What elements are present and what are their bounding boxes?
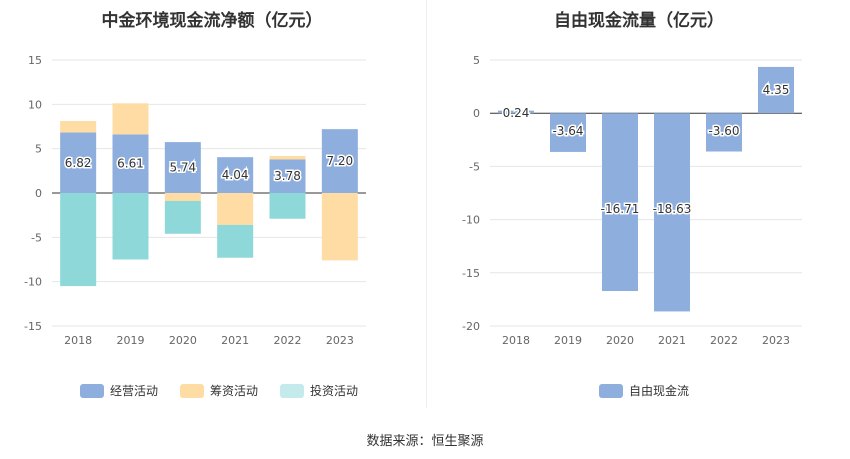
panel-divider [426, 0, 427, 408]
free-cashflow-xtick-label: 2022 [710, 334, 738, 347]
free-cashflow-ytick-label: 0 [473, 107, 480, 120]
cashflow-bar-经营活动-2018 [60, 132, 97, 193]
legend-item-free-cashflow[interactable]: 自由现金流 [599, 382, 689, 399]
cashflow-ytick-label: 10 [28, 98, 42, 111]
cashflow-bar-筹资活动-2018 [60, 121, 97, 133]
cashflow-ytick-label: -15 [24, 320, 42, 333]
cashflow-data-label-2020: 5.74 [169, 161, 196, 175]
free-cashflow-ytick-label: -15 [462, 267, 480, 280]
free-cashflow-xtick-label: 2019 [554, 334, 582, 347]
legend-swatch-financing [180, 383, 205, 398]
free-cashflow-data-label-2018: 0.24 [503, 106, 530, 120]
legend-item-operating[interactable]: 经营活动 [80, 382, 158, 399]
legend-item-financing[interactable]: 筹资活动 [180, 382, 258, 399]
free-cashflow-bar-自由现金流-2020 [602, 113, 638, 291]
chart-title-cashflow: 中金环境现金流净额（亿元） [101, 11, 323, 31]
cashflow-xtick-label: 2018 [64, 334, 92, 347]
legend-item-investing[interactable]: 投资活动 [280, 382, 358, 399]
cashflow-data-label-2018: 6.82 [65, 156, 92, 170]
cashflow-xtick-label: 2023 [326, 334, 354, 347]
legend-label-financing: 筹资活动 [210, 384, 259, 398]
cashflow-ytick-label: 5 [35, 143, 42, 156]
cashflow-ytick-label: 0 [35, 187, 42, 200]
legend-label-free-cashflow: 自由现金流 [629, 384, 690, 398]
cashflow-xtick-label: 2020 [169, 334, 197, 347]
legend-swatch-investing [280, 383, 305, 398]
free-cashflow-ytick-label: -10 [462, 214, 480, 227]
free-cashflow-data-label-2021: -18.63 [653, 202, 692, 216]
cashflow-ytick-label: -5 [31, 231, 42, 244]
cashflow-bar-筹资活动-2019 [112, 103, 149, 135]
cashflow-bar-投资活动-2019 [112, 193, 149, 260]
free-cashflow-bar-自由现金流-2021 [654, 113, 690, 312]
cashflow-chart: 15 10 5 0 -5 -10 -15 2018 6.82 2019 6.61 2020 5.74 20… [24, 54, 366, 347]
cashflow-bar-投资活动-2022 [269, 193, 306, 219]
free-cashflow-bar-自由现金流-2023 [758, 66, 794, 114]
legend-swatch-operating [80, 383, 104, 398]
free-cashflow-bar-自由现金流-2019 [550, 113, 586, 152]
cashflow-bar-经营活动-2020 [164, 142, 201, 193]
cashflow-bar-经营活动-2021 [217, 157, 254, 193]
free-cashflow-ytick-label: -20 [462, 320, 480, 333]
legend-free-cashflow: 自由现金流 [599, 382, 711, 399]
cashflow-data-label-2021: 4.04 [222, 168, 249, 182]
free-cashflow-bar-自由现金流-2018 [498, 110, 534, 114]
free-cashflow-bar-自由现金流-2022 [706, 113, 742, 152]
free-cashflow-xtick-label: 2023 [762, 334, 790, 347]
free-cashflow-ytick-label: 5 [473, 54, 480, 67]
cashflow-bar-经营活动-2022 [269, 159, 306, 193]
cashflow-data-label-2023: 7.20 [326, 154, 353, 168]
free-cashflow-data-label-2020: -16.71 [601, 202, 640, 216]
free-cashflow-data-label-2019: -3.64 [552, 124, 583, 138]
cashflow-bar-经营活动-2019 [112, 134, 149, 193]
cashflow-ytick-label: -10 [24, 276, 42, 289]
legend-label-operating: 经营活动 [110, 384, 159, 398]
cashflow-bar-筹资活动-2023 [321, 193, 358, 261]
free-cashflow-data-label-2023: 4.35 [763, 83, 790, 97]
free-cashflow-xtick-label: 2018 [502, 334, 530, 347]
cashflow-bar-筹资活动-2020 [164, 193, 201, 201]
chart-title-free-cashflow: 自由现金流量（亿元） [554, 11, 724, 31]
free-cashflow-chart: 5 0 -5 -10 -15 -20 2018 0.24 2019 -3.64 2020 -16.71… [462, 54, 802, 347]
free-cashflow-xtick-label: 2020 [606, 334, 634, 347]
cashflow-bar-投资活动-2018 [60, 193, 97, 287]
cashflow-xtick-label: 2021 [221, 334, 249, 347]
free-cashflow-ytick-label: -5 [469, 160, 480, 173]
legend-swatch-free-cashflow [599, 383, 623, 398]
cashflow-xtick-label: 2022 [274, 334, 302, 347]
cashflow-data-label-2022: 3.78 [274, 169, 301, 183]
free-cashflow-data-label-2022: -3.60 [708, 124, 739, 138]
cashflow-bar-筹资活动-2021 [217, 193, 254, 225]
free-cashflow-xtick-label: 2021 [658, 334, 686, 347]
cashflow-ytick-label: 15 [28, 54, 42, 67]
cashflow-bar-筹资活动-2022 [269, 155, 306, 160]
cashflow-data-label-2019: 6.61 [117, 157, 144, 171]
legend-label-investing: 投资活动 [310, 384, 359, 398]
cashflow-bar-投资活动-2020 [164, 200, 201, 234]
cashflow-xtick-label: 2019 [117, 334, 145, 347]
legend-cashflow: 经营活动 筹资活动 投资活动 [80, 382, 380, 399]
data-source: 数据来源：恒生聚源 [366, 434, 484, 449]
cashflow-bar-经营活动-2023 [321, 129, 358, 193]
cashflow-bar-投资活动-2021 [217, 224, 254, 258]
